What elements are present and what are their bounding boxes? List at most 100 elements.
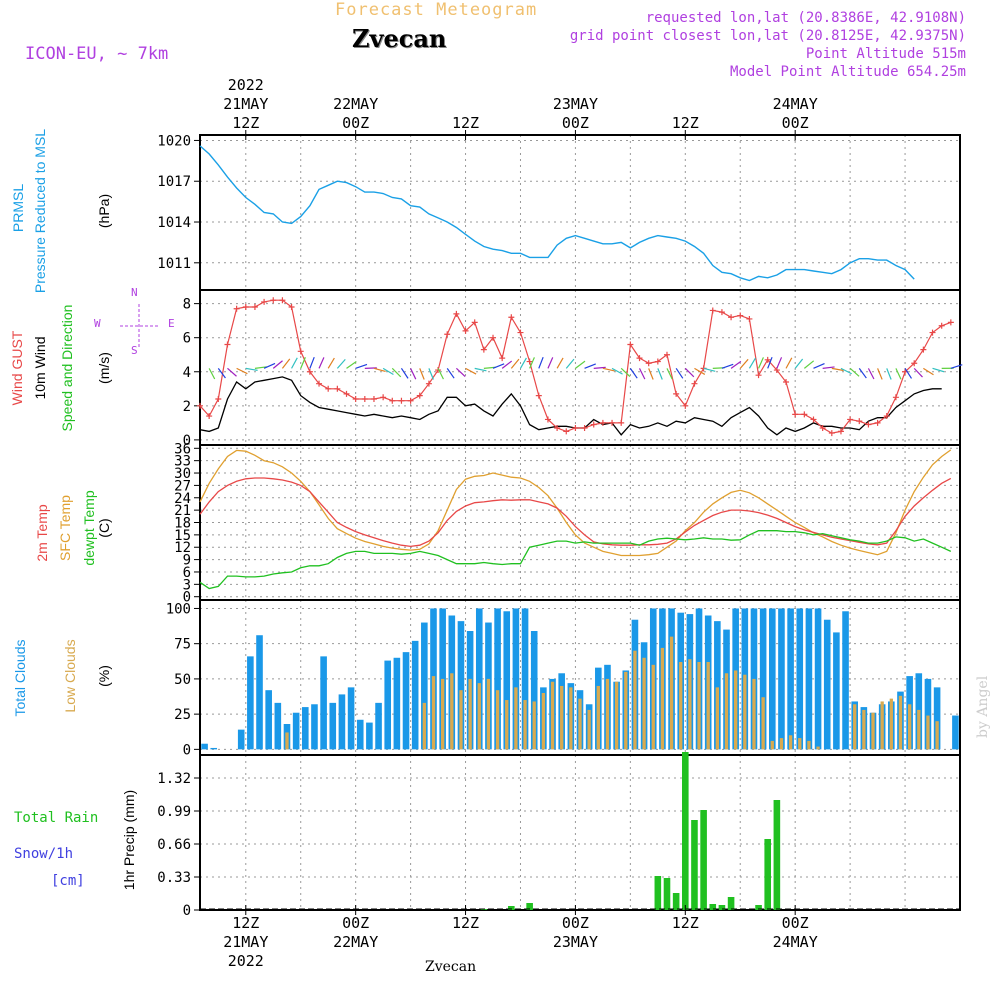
low-cloud-bar	[761, 697, 765, 750]
wind-direction-arrow	[877, 368, 883, 380]
gust-marker	[563, 428, 570, 435]
low-cloud-bar	[431, 676, 436, 750]
low-cloud-bar	[642, 657, 646, 750]
gust-marker	[691, 380, 698, 387]
product-title: Forecast Meteogram	[335, 0, 538, 20]
low-cloud-bar	[926, 715, 930, 750]
gust-marker	[792, 411, 799, 418]
total-cloud-bar	[805, 608, 813, 750]
time-label-top: 24MAY	[773, 95, 818, 113]
gust-marker	[654, 358, 661, 365]
low-cloud-bar	[633, 650, 637, 750]
wind-direction-arrow	[694, 367, 706, 375]
gust-marker	[352, 396, 359, 403]
wind-direction-arrow	[309, 356, 315, 369]
gust-marker	[490, 334, 497, 341]
total-cloud-bar	[356, 719, 364, 750]
total-cloud-bar	[952, 715, 959, 750]
ytick-label: 0.33	[157, 870, 191, 886]
wind-direction-arrow	[858, 367, 867, 379]
wind-direction-arrow	[455, 367, 466, 377]
low-cloud-bar	[495, 690, 500, 750]
low-cloud-bar	[679, 662, 683, 750]
gust-marker	[590, 421, 597, 428]
pressure-unit: (hPa)	[96, 193, 112, 229]
low-cloud-bar	[889, 698, 893, 750]
low-cloud-bar	[752, 678, 756, 750]
dewpt-line	[199, 530, 952, 590]
gust-marker	[618, 419, 625, 426]
time-label-bottom: 21MAY	[223, 933, 268, 951]
gust-marker	[416, 392, 423, 399]
low-cloud-bar	[605, 678, 610, 750]
total-cloud-bar	[210, 747, 218, 750]
wind-direction-arrow	[638, 368, 646, 380]
wind-direction-arrow	[300, 357, 306, 369]
wind-direction-arrow	[263, 362, 276, 369]
time-label-bottom: 00Z	[342, 914, 369, 932]
gust-marker	[508, 314, 515, 321]
total-cloud-bar	[796, 608, 804, 750]
wind-direction-arrow	[373, 367, 386, 372]
gust-marker	[444, 331, 451, 338]
total-cloud-bar	[329, 702, 337, 750]
gust-marker	[325, 385, 332, 392]
wind-direction-arrow	[510, 358, 520, 369]
gust-marker	[224, 341, 231, 348]
wind-direction-arrow	[904, 368, 913, 379]
wind-direction-arrow	[227, 367, 237, 377]
panel-0: 1011 1014 1017 1020	[157, 133, 961, 291]
panel-frame	[199, 754, 961, 911]
low-cloud-bar	[459, 690, 463, 750]
low-cloud-bar	[660, 647, 665, 750]
gust-marker	[755, 372, 762, 379]
pressure-label-prmsl: PRMSL	[10, 183, 26, 233]
wind-direction-arrow	[410, 368, 417, 380]
rain-bar	[727, 897, 735, 910]
gust-marker	[316, 380, 323, 387]
time-label-top: 00Z	[782, 114, 809, 132]
total-cloud-bar	[366, 722, 373, 750]
total-cloud-bar	[750, 608, 758, 750]
panel-frame	[199, 134, 961, 291]
gust-marker	[343, 390, 350, 397]
rain-bar	[654, 876, 662, 910]
gust-marker	[810, 416, 817, 423]
total-cloud-bar	[247, 656, 254, 750]
wind-direction-arrow	[217, 367, 226, 379]
total-cloud-bar	[256, 635, 263, 750]
time-label-bottom: 12Z	[452, 914, 479, 932]
gust-marker	[251, 304, 258, 311]
total-cloud-bar	[778, 608, 785, 750]
low-cloud-bar	[468, 678, 472, 750]
gust-marker	[389, 397, 396, 404]
rain-bar	[526, 903, 533, 910]
temp-unit: (C)	[96, 518, 112, 538]
compass-e: E	[168, 317, 175, 330]
time-label-top: 2022	[228, 76, 264, 94]
gust-marker	[544, 416, 551, 423]
panel-4: 0 0.33 0.66 0.99 1.32	[157, 754, 961, 919]
rain-bar	[709, 904, 717, 910]
clouds-total-label: Total Clouds	[12, 639, 28, 717]
low-cloud-bar	[505, 700, 509, 750]
low-cloud-bar	[798, 738, 802, 750]
total-cloud-bar	[714, 621, 721, 750]
low-cloud-bar	[770, 740, 774, 750]
low-cloud-bar	[596, 685, 600, 750]
wind-10m-line	[199, 376, 942, 436]
prmsl-line	[199, 145, 915, 282]
time-label-bottom: 22MAY	[333, 933, 378, 951]
gust-marker	[673, 390, 680, 397]
rain-bar	[764, 839, 772, 910]
total-cloud-bar	[933, 687, 941, 750]
total-cloud-bar	[833, 632, 840, 750]
ytick-label: 75	[174, 637, 191, 653]
wind-direction-arrow	[803, 360, 815, 369]
total-cloud-bar	[292, 712, 300, 750]
ytick-label: 6	[183, 331, 191, 347]
rain-label: Total Rain	[14, 810, 99, 826]
ytick-label: 0	[183, 742, 191, 758]
time-label-top: 12Z	[452, 114, 479, 132]
wind-direction-arrow	[886, 368, 892, 380]
